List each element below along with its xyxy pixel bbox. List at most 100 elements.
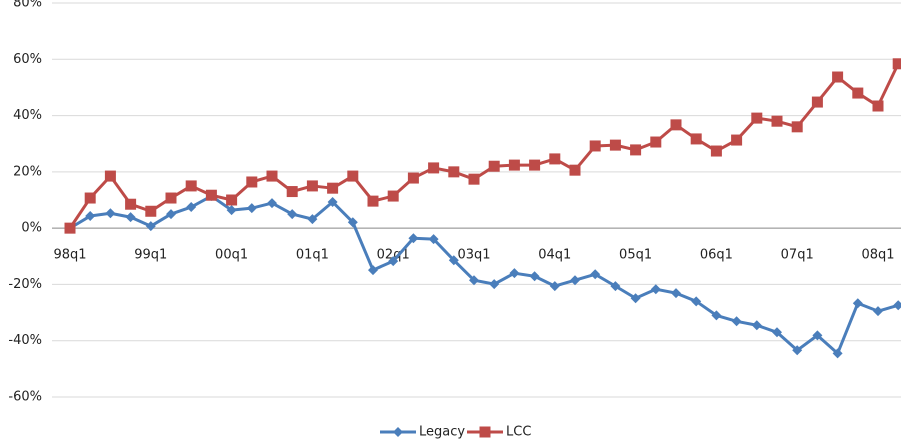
marker	[508, 159, 520, 171]
marker	[246, 176, 258, 188]
marker	[609, 139, 621, 151]
marker	[650, 284, 661, 295]
marker	[691, 296, 702, 307]
x-tick-label: 98q1	[53, 248, 86, 263]
marker	[690, 133, 702, 145]
marker	[751, 112, 763, 124]
x-tick-label: 07q1	[781, 248, 814, 263]
marker	[710, 145, 722, 157]
marker	[226, 205, 237, 216]
marker	[892, 58, 901, 70]
marker	[165, 192, 177, 204]
x-tick-label: 04q1	[538, 248, 571, 263]
marker	[852, 87, 864, 99]
marker	[448, 166, 460, 178]
marker	[569, 164, 581, 176]
marker	[347, 217, 358, 228]
marker	[549, 281, 560, 292]
legend-label: Legacy	[419, 425, 465, 440]
marker	[428, 162, 440, 174]
marker	[751, 320, 762, 331]
marker	[347, 170, 359, 182]
marker	[731, 134, 743, 146]
marker	[267, 198, 277, 209]
marker	[711, 310, 722, 321]
marker	[84, 192, 96, 204]
marker	[792, 345, 803, 356]
marker	[125, 198, 137, 210]
marker	[529, 159, 541, 171]
marker	[852, 298, 863, 309]
marker	[368, 265, 378, 276]
marker	[873, 306, 883, 317]
marker	[387, 190, 399, 202]
marker	[529, 271, 540, 282]
marker	[226, 194, 238, 206]
marker	[85, 211, 96, 222]
marker	[469, 275, 479, 286]
marker	[671, 288, 681, 299]
marker	[306, 180, 318, 192]
marker	[287, 209, 298, 220]
x-tick-label: 99q1	[134, 248, 167, 263]
marker	[428, 234, 439, 245]
y-tick-label: -60%	[8, 390, 42, 405]
marker	[509, 268, 520, 279]
marker	[488, 160, 500, 172]
marker	[832, 71, 844, 83]
marker	[307, 214, 318, 225]
x-tick-label: 00q1	[215, 248, 248, 263]
y-tick-label: -40%	[8, 333, 42, 348]
marker	[448, 255, 459, 266]
marker	[893, 300, 901, 311]
marker	[166, 209, 176, 220]
legend-marker	[479, 426, 491, 438]
marker	[145, 221, 156, 232]
marker	[812, 330, 823, 341]
legend-marker	[393, 427, 403, 437]
marker	[408, 233, 419, 244]
marker	[125, 212, 136, 223]
marker	[610, 281, 621, 292]
marker	[731, 316, 742, 327]
marker	[104, 170, 116, 182]
series-line	[68, 63, 900, 229]
marker	[407, 172, 419, 184]
marker	[489, 279, 500, 290]
marker	[327, 196, 338, 207]
marker	[832, 348, 843, 359]
marker	[367, 195, 379, 207]
x-tick-label: 06q1	[700, 248, 733, 263]
marker	[185, 180, 197, 192]
marker	[630, 144, 642, 156]
marker	[872, 100, 884, 112]
x-tick-label: 05q1	[619, 248, 652, 263]
x-tick-label: 01q1	[296, 248, 329, 263]
marker	[105, 208, 116, 219]
marker	[327, 182, 339, 194]
marker	[650, 136, 662, 148]
marker	[266, 170, 278, 182]
marker	[791, 121, 803, 133]
marker	[468, 173, 480, 185]
marker	[811, 96, 823, 108]
series-line	[69, 194, 899, 355]
marker	[570, 275, 580, 286]
marker	[205, 189, 217, 201]
marker	[549, 153, 561, 165]
x-tick-label: 03q1	[457, 248, 490, 263]
marker	[589, 140, 601, 152]
marker	[145, 205, 157, 217]
marker	[388, 256, 399, 267]
legend-label: LCC	[506, 425, 531, 440]
y-tick-label: 0%	[21, 221, 42, 236]
marker	[590, 269, 601, 280]
y-tick-label: 20%	[13, 164, 42, 179]
marker	[286, 186, 298, 198]
marker	[771, 115, 783, 127]
y-tick-label: -20%	[8, 277, 42, 292]
marker	[186, 202, 197, 213]
x-tick-label: 08q1	[861, 248, 894, 263]
